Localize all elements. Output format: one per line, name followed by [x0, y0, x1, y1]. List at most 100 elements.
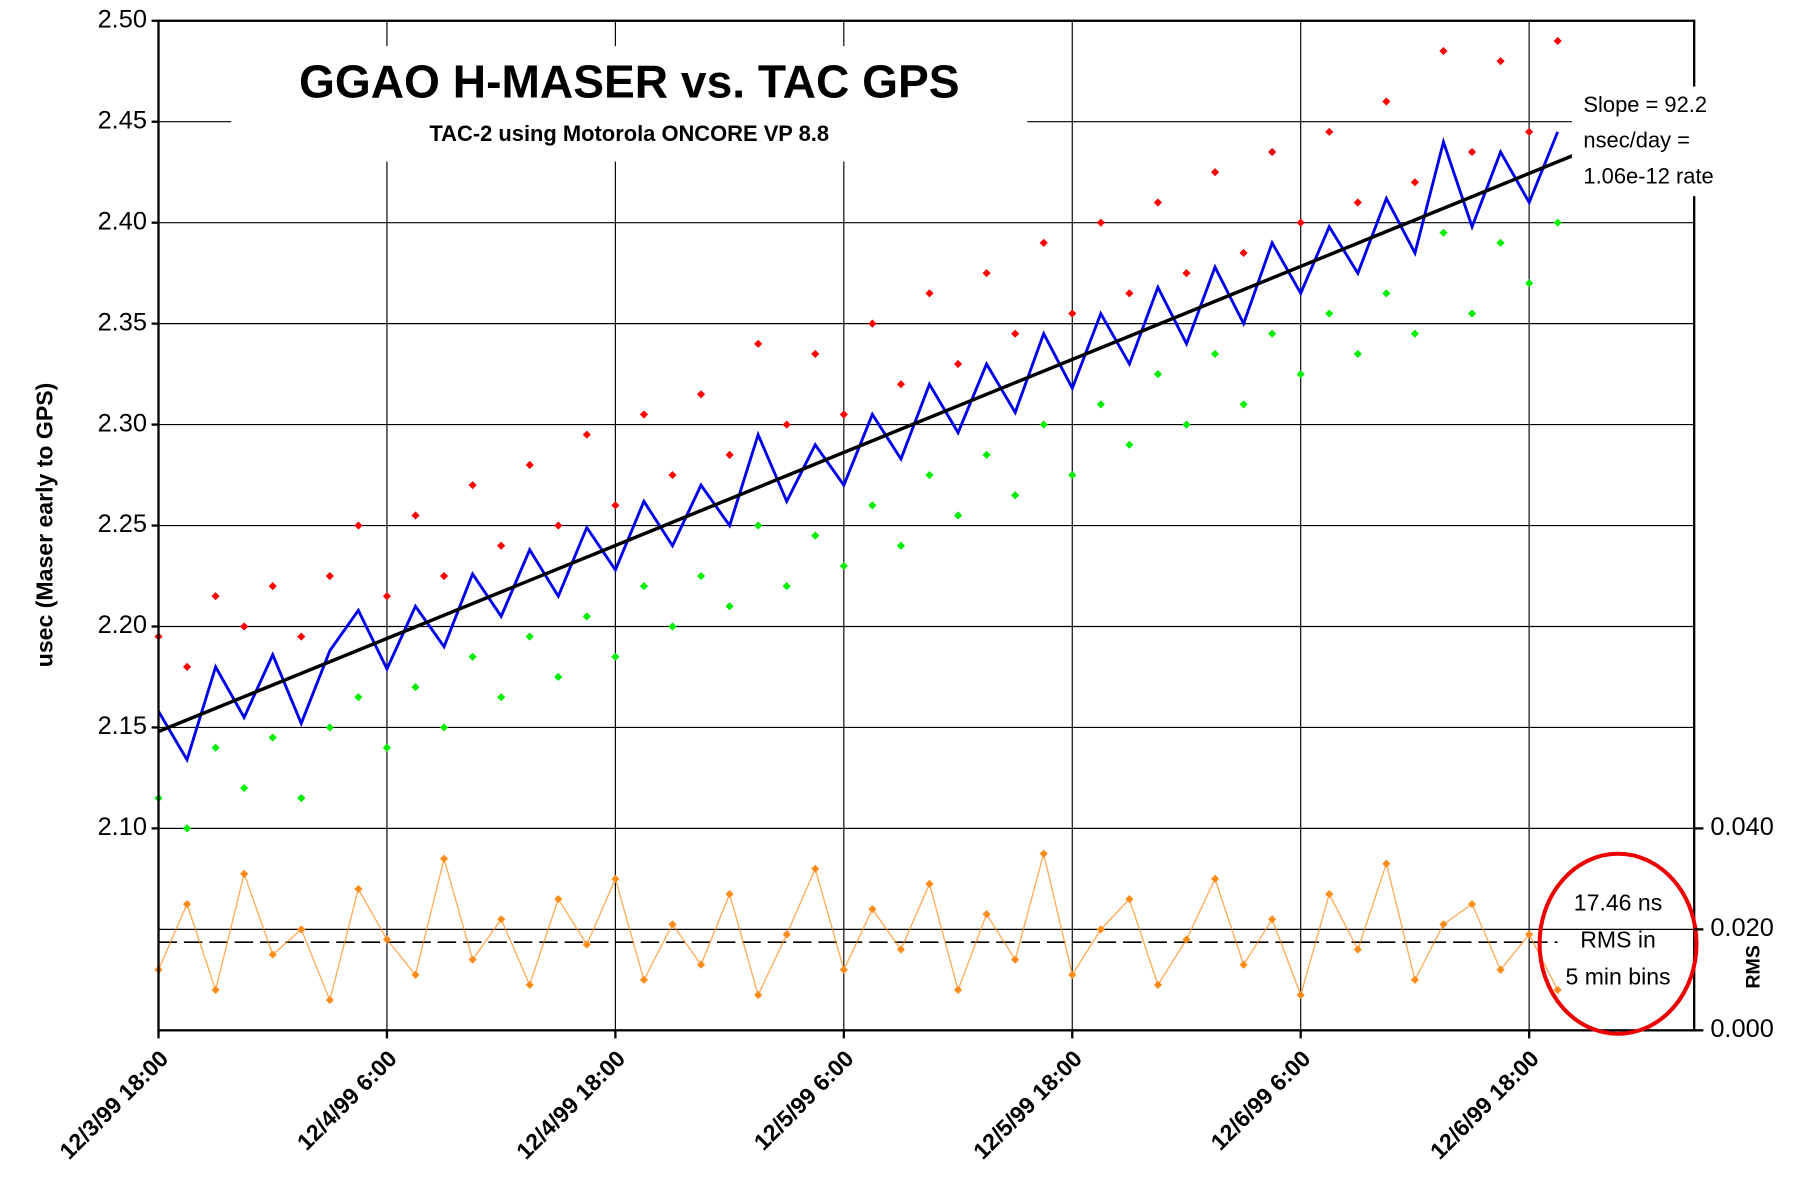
data-point — [896, 380, 906, 389]
y2-tick-label: 0.000 — [1710, 1015, 1774, 1043]
data-point — [468, 481, 477, 490]
data-point — [896, 945, 906, 954]
data-point — [354, 884, 363, 894]
data-point — [1068, 309, 1077, 318]
data-point — [582, 940, 591, 949]
data-point — [1553, 36, 1562, 46]
y-tick-label: 2.30 — [98, 409, 147, 437]
slope-note: Slope = 92.2 — [1583, 92, 1707, 117]
slope-box — [1571, 86, 1757, 197]
data-point — [1125, 289, 1134, 298]
y-tick-label: 2.35 — [98, 308, 147, 336]
data-point — [668, 920, 677, 929]
data-point — [525, 980, 534, 989]
data-point — [668, 622, 677, 631]
highlight-circle — [1537, 851, 1699, 1036]
data-point — [696, 571, 706, 581]
data-point — [925, 470, 934, 480]
mean-line — [157, 131, 1560, 764]
data-point — [696, 960, 706, 969]
data-point — [782, 930, 791, 939]
y2-tick-label: 0.020 — [1710, 914, 1774, 942]
y2-axis-label: RMS — [1742, 945, 1764, 989]
rms-note: 17.46 ns — [1574, 890, 1662, 916]
data-point — [525, 632, 534, 641]
slope-note: 1.06e-12 rate — [1583, 163, 1713, 188]
data-point — [1525, 127, 1534, 136]
y-tick-label: 2.15 — [98, 712, 147, 740]
data-point — [182, 662, 192, 671]
data-point — [468, 955, 477, 964]
rms-note: RMS in — [1580, 927, 1656, 953]
data-point — [325, 723, 334, 732]
data-point — [240, 622, 249, 631]
data-point — [868, 319, 877, 328]
data-point — [868, 905, 877, 914]
data-point — [354, 693, 363, 702]
data-point — [925, 289, 934, 298]
y-tick-label: 2.40 — [98, 207, 147, 235]
data-point — [582, 430, 591, 439]
data-point — [1525, 279, 1534, 288]
data-point — [1125, 894, 1134, 904]
data-point — [325, 995, 334, 1005]
data-point — [1182, 420, 1191, 429]
data-point — [953, 511, 963, 520]
data-point — [1125, 440, 1134, 449]
data-point — [1296, 370, 1305, 379]
y-tick-label: 2.50 — [98, 5, 147, 33]
data-point — [1182, 269, 1191, 278]
data-point — [354, 521, 363, 530]
title-box — [231, 46, 1028, 162]
data-point — [1011, 329, 1020, 338]
data-point — [1296, 990, 1305, 1000]
trend-line — [157, 152, 1578, 734]
data-point — [611, 501, 620, 510]
data-point — [725, 602, 734, 611]
rms-note: 5 min bins — [1565, 963, 1670, 989]
data-point — [896, 541, 906, 550]
data-point — [839, 410, 848, 419]
data-point — [240, 783, 249, 793]
data-point — [953, 359, 963, 369]
data-point — [925, 879, 934, 889]
chart-title: GGAO H-MASER vs. TAC GPS — [299, 56, 960, 108]
data-point — [182, 900, 192, 909]
data-point — [297, 794, 306, 803]
data-point — [240, 869, 249, 878]
data-point — [1011, 955, 1020, 964]
rms-line — [157, 853, 1559, 1003]
data-point — [982, 269, 991, 278]
data-point — [439, 854, 449, 863]
data-point — [953, 985, 963, 995]
data-point — [497, 693, 506, 702]
data-point — [725, 889, 734, 899]
data-point — [439, 723, 449, 732]
data-point — [411, 511, 420, 520]
data-point — [554, 894, 563, 904]
data-point — [468, 652, 477, 661]
data-point — [211, 743, 220, 752]
y-tick-label: 2.20 — [98, 611, 147, 639]
data-point — [411, 970, 420, 979]
data-point — [268, 733, 277, 742]
data-point — [382, 592, 392, 601]
data-point — [754, 339, 763, 348]
data-point — [211, 985, 220, 995]
data-point — [982, 910, 991, 919]
data-point — [839, 965, 848, 974]
data-point — [1068, 470, 1077, 480]
data-point — [1068, 970, 1077, 979]
data-point — [497, 915, 506, 924]
data-point — [782, 582, 791, 591]
data-point — [582, 612, 591, 621]
data-point — [497, 541, 506, 550]
data-point — [268, 950, 277, 959]
data-point — [754, 521, 763, 530]
data-point — [325, 571, 334, 581]
y-tick-label: 2.45 — [98, 106, 147, 134]
data-point — [982, 450, 991, 459]
data-point — [297, 632, 306, 641]
data-point — [182, 824, 192, 833]
